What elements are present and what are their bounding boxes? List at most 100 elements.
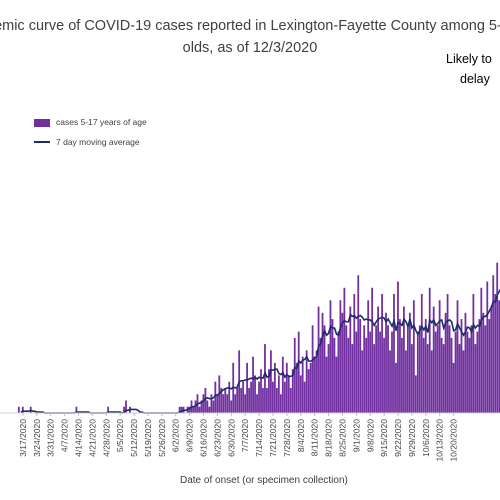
bar [403, 306, 405, 413]
bar [345, 325, 348, 413]
bar [408, 312, 411, 413]
bar [339, 300, 342, 413]
bar [474, 344, 477, 413]
bar [260, 369, 262, 413]
x-tick-label: 9/8/2020 [365, 419, 375, 452]
bar [436, 325, 439, 413]
bar [272, 381, 274, 413]
bar [275, 387, 278, 413]
legend-swatch-moving-average [34, 141, 50, 143]
bar [21, 406, 24, 413]
bar [178, 406, 181, 413]
x-tick-label: 5/26/2020 [157, 419, 167, 457]
bar [430, 350, 433, 413]
bar [428, 287, 431, 413]
bar [347, 337, 350, 413]
bar [180, 406, 183, 413]
bar [422, 337, 425, 413]
bar [17, 406, 20, 413]
bar [460, 319, 463, 413]
x-tick-label: 8/11/2020 [310, 419, 320, 456]
bar [291, 369, 294, 413]
bar [311, 325, 314, 413]
bar [200, 400, 203, 413]
bar [484, 325, 487, 413]
bar [373, 344, 376, 413]
bar [434, 331, 437, 413]
bar [476, 331, 479, 413]
bar [309, 362, 312, 413]
bar [230, 400, 233, 413]
bar [444, 312, 447, 413]
bar [188, 406, 191, 413]
bar [228, 381, 231, 413]
bar [303, 381, 306, 413]
bar [486, 281, 489, 413]
bar [371, 287, 374, 413]
bar [397, 281, 399, 413]
bar [490, 306, 493, 413]
x-tick-label: 6/2/2020 [171, 419, 181, 452]
x-tick-label: 6/23/2020 [212, 419, 222, 457]
bar [438, 300, 441, 413]
bar [466, 331, 469, 413]
bar [210, 394, 213, 413]
x-tick-label: 7/14/2020 [254, 419, 264, 457]
x-tick-label: 5/12/2020 [129, 419, 139, 457]
bar [494, 294, 497, 413]
bar [240, 387, 243, 413]
bar [401, 337, 403, 413]
x-tick-label: 9/29/2020 [407, 419, 417, 457]
bar [410, 344, 413, 413]
bar [299, 375, 302, 413]
bar [351, 344, 354, 413]
bar [383, 337, 385, 413]
bar [277, 375, 280, 413]
bar [214, 381, 217, 413]
bar [279, 394, 282, 413]
bar [75, 406, 78, 413]
bar [289, 387, 292, 413]
bar [361, 350, 364, 413]
annotation-line1: Likely to [446, 52, 492, 66]
bar [357, 275, 360, 413]
bar [206, 400, 209, 413]
bar [414, 375, 417, 413]
x-tick-label: 6/9/2020 [185, 419, 195, 452]
bar [365, 337, 368, 413]
bar [399, 319, 401, 413]
bar [264, 344, 266, 413]
bar [325, 356, 328, 413]
annotation-line2: delay [460, 72, 490, 86]
x-tick-label: 7/7/2020 [240, 419, 250, 452]
bar [377, 306, 379, 413]
x-tick-label: 3/24/2020 [32, 419, 42, 457]
bar [242, 381, 245, 413]
bar [317, 306, 320, 413]
bar [335, 356, 338, 413]
bar [456, 300, 459, 413]
bar [478, 319, 481, 413]
chart-title-line2: olds, as of 12/3/2020 [182, 40, 318, 56]
bar [315, 350, 318, 413]
x-tick-label: 5/19/2020 [143, 419, 153, 457]
bar [393, 294, 395, 413]
bar [307, 369, 310, 413]
bar [250, 381, 252, 413]
legend-label-cases: cases 5-17 years of age [56, 117, 147, 127]
bar [281, 356, 284, 413]
bar [363, 325, 366, 413]
bar [482, 312, 485, 413]
bar [448, 325, 451, 413]
bar [256, 394, 258, 413]
bar [262, 387, 264, 413]
bar [321, 312, 324, 413]
bar [337, 331, 340, 413]
bar [432, 306, 435, 413]
bar [405, 350, 407, 413]
bar [498, 300, 500, 413]
bar [248, 387, 250, 413]
bar [107, 406, 110, 413]
x-tick-label: 9/1/2020 [351, 419, 361, 452]
bar [387, 325, 389, 413]
